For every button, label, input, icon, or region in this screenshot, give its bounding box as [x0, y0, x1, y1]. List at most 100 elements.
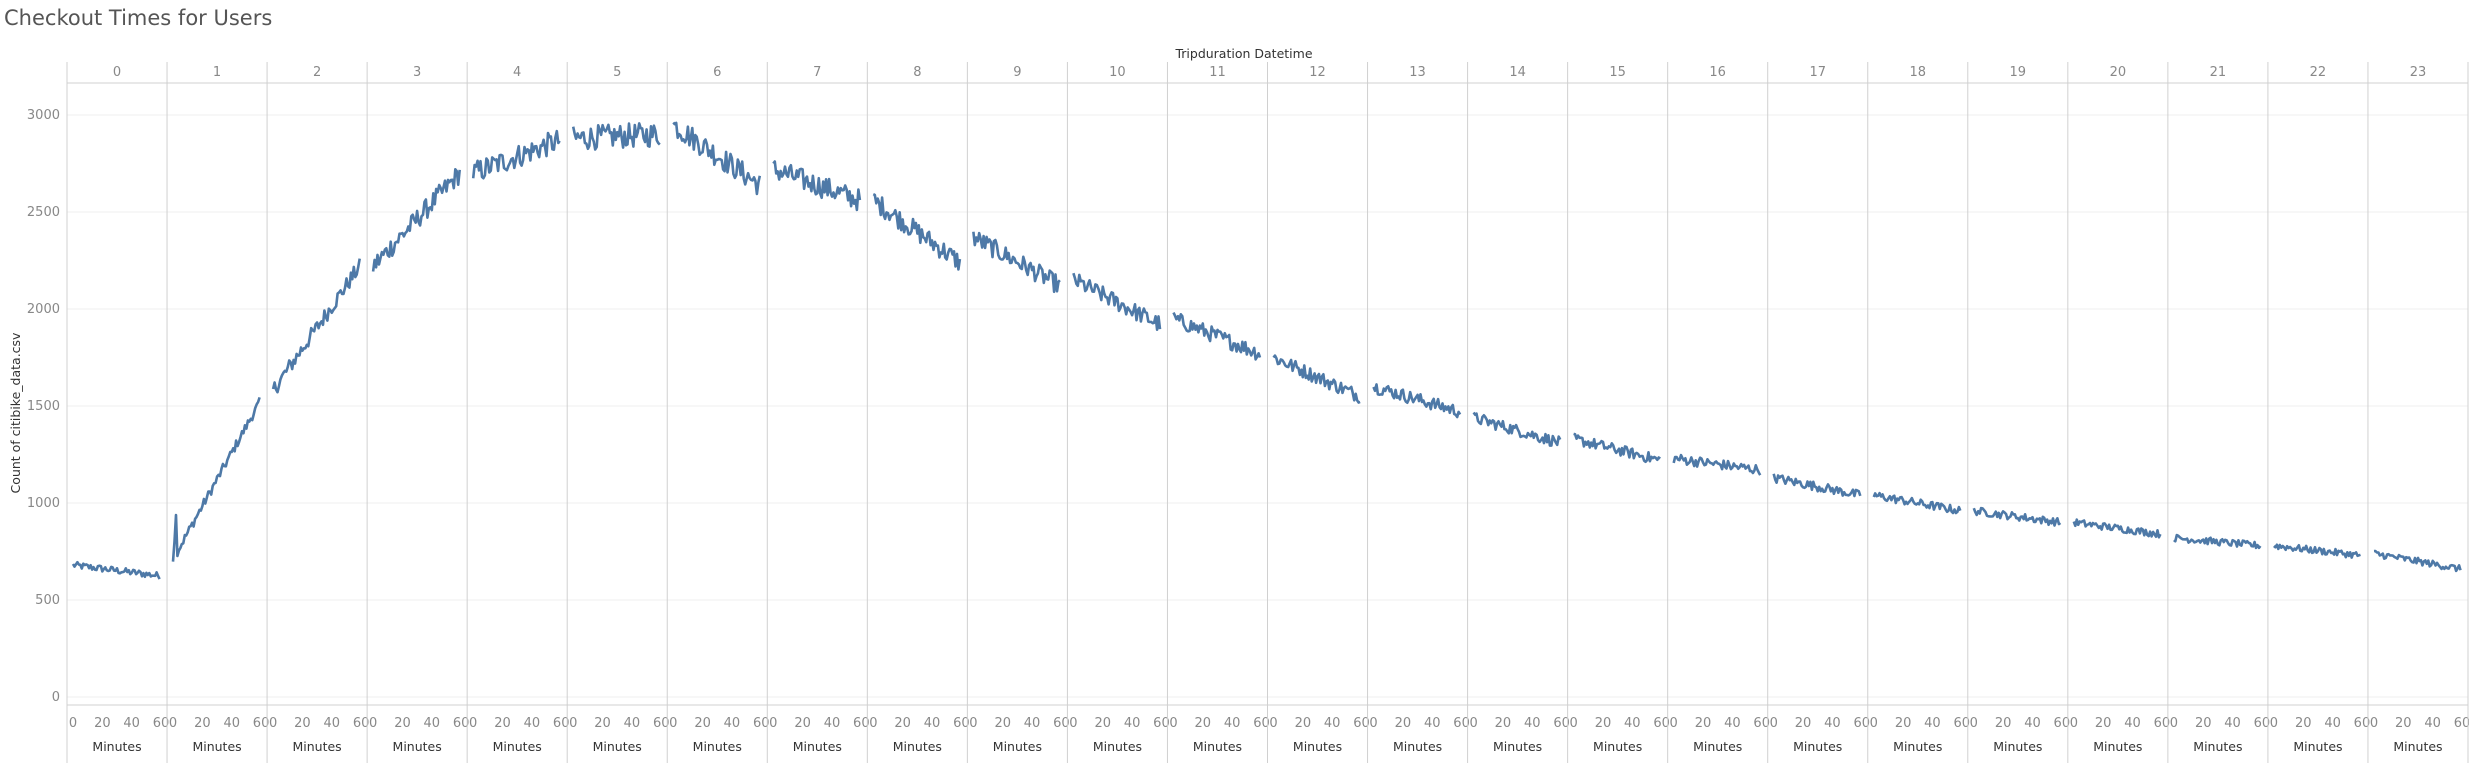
panel-header-label: 15: [1609, 65, 1626, 80]
x-tick-label: 20: [294, 716, 311, 731]
x-axis-title: Minutes: [793, 739, 842, 754]
x-tick-label: 0: [2370, 716, 2378, 731]
x-tick-label: 20: [2295, 716, 2312, 731]
x-tick-label: 60: [1053, 716, 1070, 731]
x-tick-label: 60: [2154, 716, 2171, 731]
series-line-hour-10: [1072, 272, 1162, 332]
x-tick-label: 60: [2454, 716, 2469, 731]
series-line-hour-23: [2373, 549, 2462, 573]
x-tick-label: 20: [194, 716, 211, 731]
x-tick-label: 60: [753, 716, 770, 731]
x-tick-label: 0: [1169, 716, 1177, 731]
x-tick-label: 40: [2024, 716, 2041, 731]
x-tick-label: 60: [353, 716, 370, 731]
x-tick-label: 60: [2254, 716, 2271, 731]
x-tick-label: 40: [223, 716, 240, 731]
x-tick-label: 40: [1224, 716, 1241, 731]
x-axis-title: Minutes: [2093, 739, 2142, 754]
x-tick-label: 0: [2070, 716, 2078, 731]
x-tick-label: 60: [1653, 716, 1670, 731]
x-tick-label: 40: [724, 716, 741, 731]
series-line-hour-11: [1172, 312, 1262, 361]
x-tick-label: 20: [1995, 716, 2012, 731]
panel-header-label: 22: [2310, 65, 2327, 80]
x-tick-label: 0: [669, 716, 677, 731]
x-tick-label: 60: [153, 716, 170, 731]
panel-header-label: 8: [913, 65, 921, 80]
x-tick-label: 0: [1770, 716, 1778, 731]
x-tick-label: 20: [894, 716, 911, 731]
panel-header-label: 20: [2110, 65, 2127, 80]
x-tick-label: 0: [2270, 716, 2278, 731]
x-tick-label: 20: [1795, 716, 1812, 731]
x-tick-label: 40: [1624, 716, 1641, 731]
x-tick-label: 60: [553, 716, 570, 731]
x-axis-title: Minutes: [1693, 739, 1742, 754]
series-line-hour-4: [471, 129, 561, 180]
x-axis-title: Minutes: [493, 739, 542, 754]
x-tick-label: 20: [994, 716, 1011, 731]
x-tick-label: 20: [1495, 716, 1512, 731]
x-tick-label: 0: [569, 716, 577, 731]
y-tick-label: 500: [35, 593, 60, 608]
panel-header-label: 23: [2410, 65, 2427, 80]
x-axis-title: Minutes: [1093, 739, 1142, 754]
x-axis-title: Minutes: [1593, 739, 1642, 754]
x-tick-label: 0: [69, 716, 77, 731]
x-tick-label: 60: [853, 716, 870, 731]
series-line-hour-14: [1472, 411, 1562, 447]
x-tick-label: 0: [1670, 716, 1678, 731]
y-tick-label: 1000: [27, 496, 60, 511]
x-tick-label: 40: [2124, 716, 2141, 731]
x-tick-label: 60: [1353, 716, 1370, 731]
panel-header-label: 6: [713, 65, 721, 80]
series-line-hour-12: [1272, 354, 1361, 404]
panel-header-label: 14: [1509, 65, 1526, 80]
series-line-hour-21: [2173, 533, 2262, 550]
x-tick-label: 20: [94, 716, 111, 731]
x-tick-label: 60: [1453, 716, 1470, 731]
x-tick-label: 0: [1469, 716, 1477, 731]
x-axis-title: Minutes: [1293, 739, 1342, 754]
series-line-hour-5: [571, 122, 661, 151]
x-axis-title: Minutes: [2193, 739, 2242, 754]
series-line-hour-16: [1672, 453, 1762, 476]
series-line-hour-9: [972, 231, 1061, 294]
x-tick-label: 40: [2224, 716, 2241, 731]
x-tick-label: 20: [1695, 716, 1712, 731]
x-axis-title: Minutes: [292, 739, 341, 754]
x-axis-title: Minutes: [893, 739, 942, 754]
x-tick-label: 0: [769, 716, 777, 731]
x-tick-label: 60: [1954, 716, 1971, 731]
x-axis-title: Minutes: [2393, 739, 2442, 754]
x-tick-label: 60: [1153, 716, 1170, 731]
panel-header-label: 1: [213, 65, 221, 80]
x-tick-label: 0: [869, 716, 877, 731]
x-tick-label: 60: [653, 716, 670, 731]
panel-header-label: 16: [1709, 65, 1726, 80]
series-line-hour-22: [2273, 543, 2361, 559]
x-tick-label: 40: [123, 716, 140, 731]
panel-header-label: 13: [1409, 65, 1426, 80]
x-axis-title: Minutes: [2293, 739, 2342, 754]
chart-title: Checkout Times for Users: [4, 6, 273, 30]
y-tick-label: 2000: [27, 302, 60, 317]
series-line-hour-0: [71, 560, 161, 580]
x-tick-label: 0: [1269, 716, 1277, 731]
x-tick-label: 20: [1094, 716, 1111, 731]
y-tick-label: 1500: [27, 399, 60, 414]
x-axis-title: Minutes: [593, 739, 642, 754]
x-tick-label: 40: [324, 716, 341, 731]
series-line-hour-17: [1772, 473, 1862, 498]
panel-header-label: 4: [513, 65, 521, 80]
x-tick-label: 60: [1553, 716, 1570, 731]
panel-header-label: 17: [1809, 65, 1826, 80]
series-line-hour-1: [171, 396, 261, 562]
series-line-hour-20: [2072, 518, 2162, 539]
x-axis-title: Minutes: [993, 739, 1042, 754]
x-axis-title: Minutes: [693, 739, 742, 754]
panel-header-label: 21: [2210, 65, 2227, 80]
x-axis-title: Minutes: [1793, 739, 1842, 754]
x-tick-label: 20: [2095, 716, 2112, 731]
